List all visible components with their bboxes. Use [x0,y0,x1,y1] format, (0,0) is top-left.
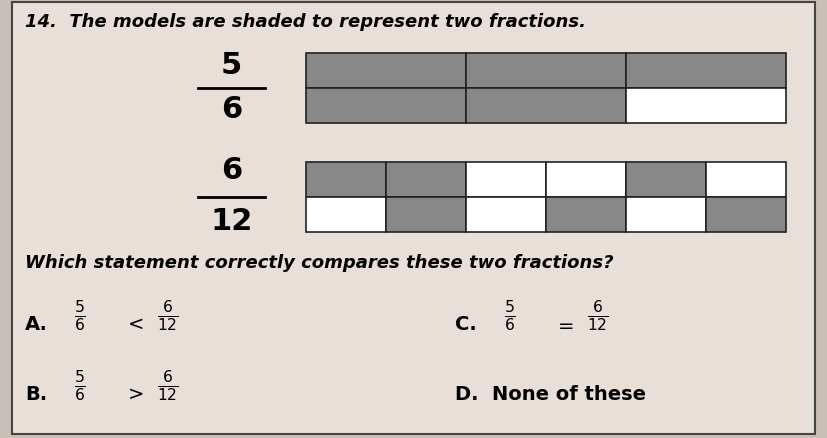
Text: 6: 6 [221,95,242,124]
Text: $=$: $=$ [554,314,574,334]
Bar [306,53,466,88]
Bar [626,88,786,123]
Bar [546,162,626,197]
Bar [466,162,546,197]
Bar [626,162,705,197]
Text: D.  None of these: D. None of these [455,385,646,404]
Text: $\frac{6}{12}$: $\frac{6}{12}$ [157,368,179,403]
Bar [386,197,466,232]
Text: $\frac{5}{6}$: $\frac{5}{6}$ [504,298,516,333]
Text: $<$: $<$ [124,314,144,334]
Text: $>$: $>$ [124,385,144,404]
Text: B.: B. [25,385,47,404]
Text: $\frac{6}{12}$: $\frac{6}{12}$ [587,298,609,333]
Bar [466,88,626,123]
Text: A.: A. [25,314,48,334]
Text: $\frac{5}{6}$: $\frac{5}{6}$ [74,298,86,333]
Text: 6: 6 [221,156,242,185]
Bar [705,197,786,232]
Text: C.: C. [455,314,476,334]
Bar [626,53,786,88]
Bar [626,197,705,232]
Text: 12: 12 [210,207,253,236]
Bar [306,88,466,123]
FancyBboxPatch shape [12,2,815,434]
Bar [466,197,546,232]
Text: 14.  The models are shaded to represent two fractions.: 14. The models are shaded to represent t… [25,13,586,31]
Text: Which statement correctly compares these two fractions?: Which statement correctly compares these… [25,254,614,272]
Bar [705,162,786,197]
Bar [466,53,626,88]
Bar [306,197,386,232]
Text: $\frac{6}{12}$: $\frac{6}{12}$ [157,298,179,333]
Text: $\frac{5}{6}$: $\frac{5}{6}$ [74,368,86,403]
Text: 5: 5 [221,51,242,80]
Bar [386,162,466,197]
Bar [306,162,386,197]
Bar [546,197,626,232]
